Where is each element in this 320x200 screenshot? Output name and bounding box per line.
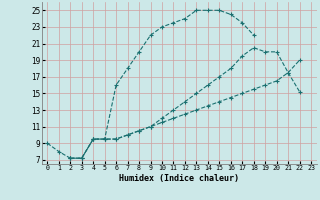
X-axis label: Humidex (Indice chaleur): Humidex (Indice chaleur) (119, 174, 239, 183)
